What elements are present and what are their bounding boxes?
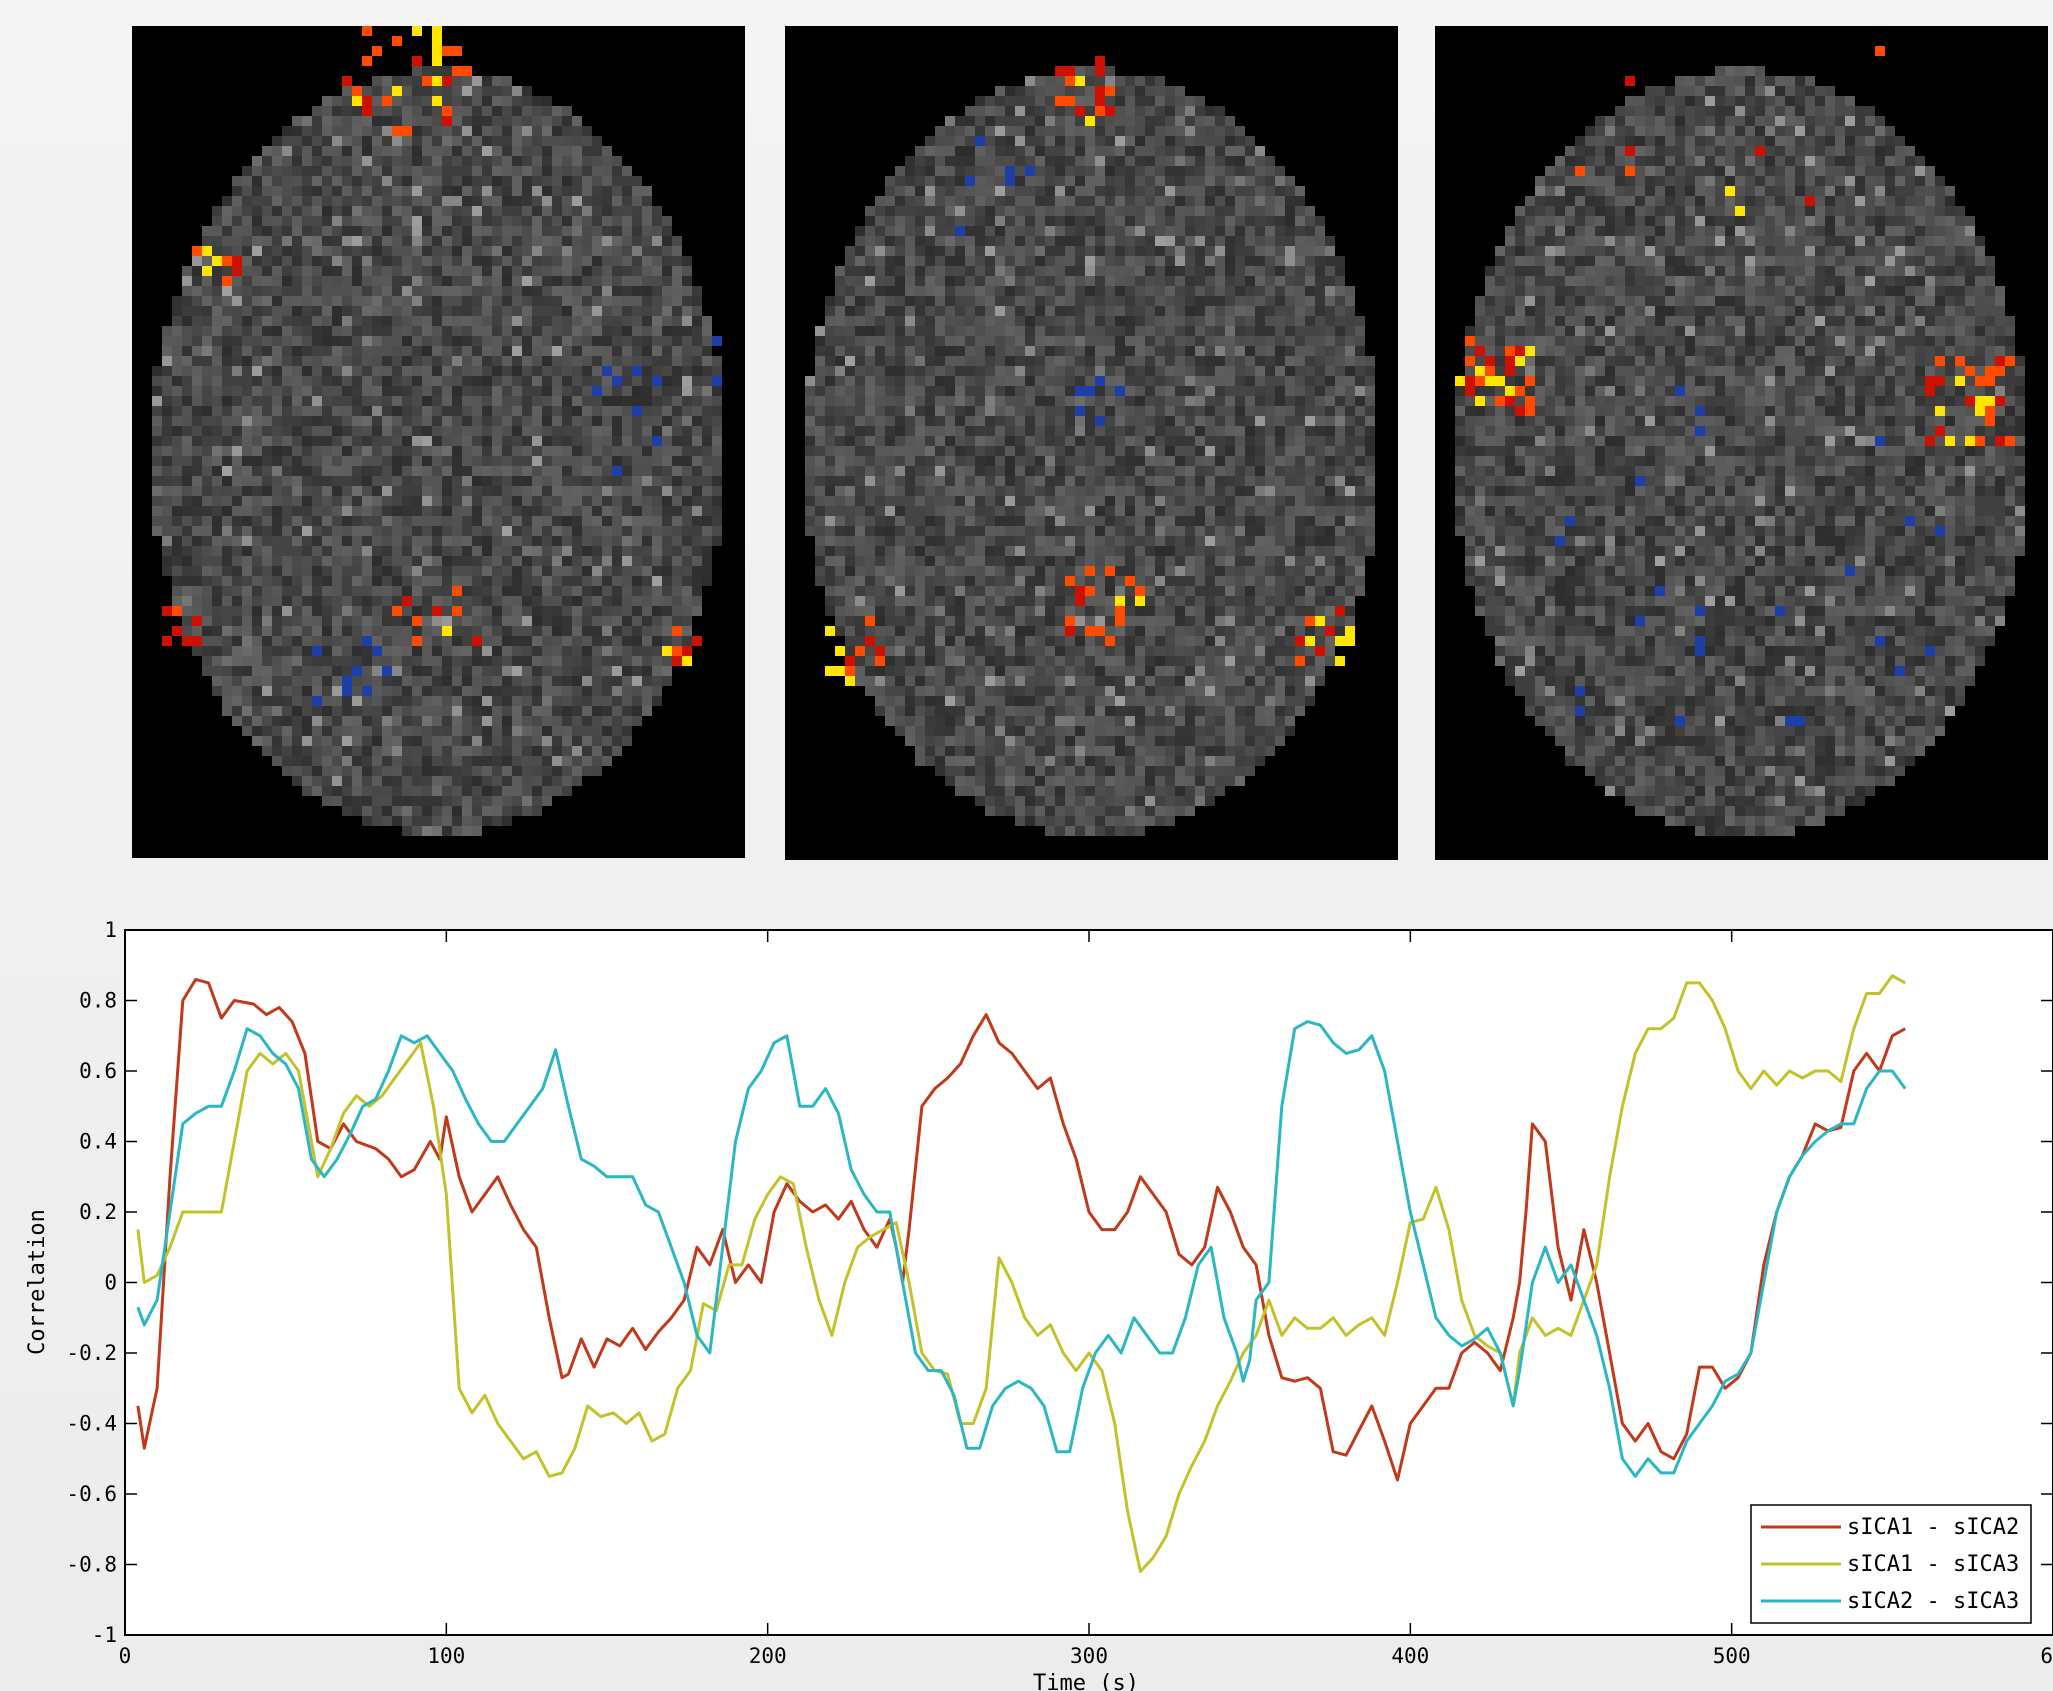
x-tick-label: 60 — [2040, 1644, 2053, 1668]
x-tick-label: 0 — [119, 1644, 132, 1668]
brain-slice-image-2 — [805, 56, 1375, 836]
x-tick-label: 100 — [427, 1644, 465, 1668]
x-tick-label: 400 — [1391, 1644, 1429, 1668]
brain-slice-image-1 — [152, 26, 722, 836]
y-tick-label: -0.2 — [66, 1341, 117, 1365]
x-axis-title: Time (s) — [1033, 1671, 1139, 1691]
y-tick-label: -0.4 — [66, 1412, 117, 1436]
y-tick-label: -0.8 — [66, 1553, 117, 1577]
x-tick-label: 300 — [1070, 1644, 1108, 1668]
brain-slice-panel-3 — [1435, 26, 2048, 860]
correlation-chart-svg: 0 100 200 300 400 500 60 -1 -0.8 -0.6 -0.4 -0.2 0 0.2… — [25, 918, 2053, 1691]
brain-slice-panel-1 — [132, 26, 745, 858]
legend-label-3: sICA2 - sICA3 — [1847, 1589, 2019, 1614]
series-line-1 — [136, 977, 1906, 1482]
x-tick-label: 200 — [749, 1644, 787, 1668]
correlation-chart: 0 100 200 300 400 500 60 -1 -0.8 -0.6 -0.4 -0.2 0 0.2… — [0, 900, 2053, 1691]
y-tick-label: 0.2 — [79, 1200, 117, 1224]
y-tick-label: 0 — [104, 1271, 117, 1295]
series-line-3 — [136, 1020, 1907, 1478]
brain-slice-panel-2 — [785, 26, 1398, 860]
series-line-2 — [136, 974, 1906, 1573]
y-tick-label: 1 — [104, 918, 117, 942]
y-tick-label: -0.6 — [66, 1482, 117, 1506]
y-tick-label: 0.6 — [79, 1059, 117, 1083]
brain-slice-image-3 — [1455, 46, 2025, 836]
legend-label-2: sICA1 - sICA3 — [1847, 1552, 2019, 1577]
y-tick-label: 0.4 — [79, 1130, 117, 1154]
y-axis-title: Correlation — [25, 1209, 50, 1355]
legend-label-1: sICA1 - sICA2 — [1847, 1515, 2019, 1540]
y-tick-label: 0.8 — [79, 989, 117, 1013]
x-tick-label: 500 — [1713, 1644, 1751, 1668]
y-tick-label: -1 — [92, 1623, 117, 1647]
legend: sICA1 - sICA2 sICA1 - sICA3 sICA2 - sICA3 — [1750, 1504, 2032, 1624]
